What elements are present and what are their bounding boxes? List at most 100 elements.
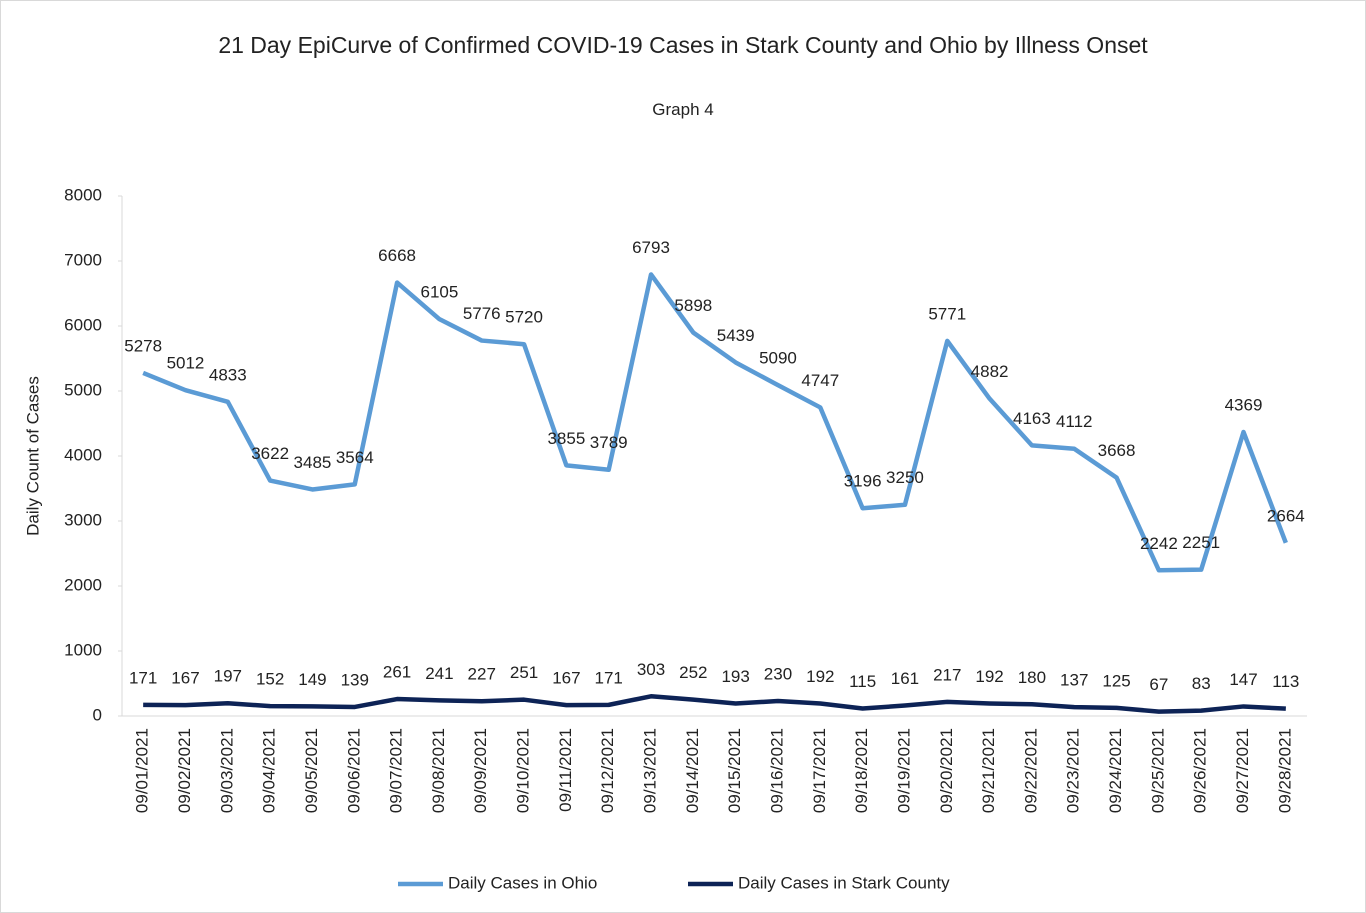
data-label: 261: [383, 663, 411, 682]
data-label: 4747: [801, 371, 839, 390]
data-label: 147: [1229, 670, 1257, 689]
data-label: 3622: [251, 444, 289, 463]
data-label: 152: [256, 670, 284, 689]
data-label: 115: [849, 672, 876, 691]
data-label: 4163: [1013, 409, 1051, 428]
data-label: 167: [552, 669, 580, 688]
y-tick-label: 5000: [64, 380, 102, 399]
x-tick-label: 09/25/2021: [1148, 728, 1167, 813]
data-label: 197: [214, 667, 242, 686]
data-label: 5776: [463, 304, 501, 323]
data-label: 2664: [1267, 506, 1305, 525]
series-line: [142, 272, 1288, 573]
data-label: 83: [1192, 674, 1211, 693]
x-tick-label: 09/18/2021: [852, 728, 871, 813]
y-tick-label: 7000: [64, 250, 102, 269]
x-tick-label: 09/03/2021: [217, 728, 236, 813]
x-tick-label: 09/07/2021: [387, 728, 406, 813]
data-label: 303: [637, 660, 665, 679]
data-label: 3789: [590, 433, 628, 452]
x-tick-label: 09/05/2021: [302, 728, 321, 813]
series-line: [143, 694, 1286, 714]
y-tick-label: 0: [93, 705, 102, 724]
data-label: 193: [721, 667, 749, 686]
data-label: 113: [1272, 672, 1299, 691]
data-label: 139: [341, 670, 369, 689]
data-label: 5771: [928, 304, 966, 323]
data-label: 125: [1102, 671, 1130, 690]
data-label: 192: [975, 667, 1003, 686]
x-tick-label: 09/14/2021: [683, 728, 702, 813]
data-label: 252: [679, 663, 707, 682]
data-label: 3485: [294, 453, 332, 472]
data-label: 241: [425, 664, 453, 683]
y-tick-label: 6000: [64, 315, 102, 334]
data-label: 149: [298, 670, 326, 689]
data-label: 2251: [1182, 533, 1220, 552]
data-label: 180: [1018, 668, 1046, 687]
data-label: 5898: [674, 296, 712, 315]
x-tick-label: 09/04/2021: [260, 728, 279, 813]
x-tick-label: 09/21/2021: [979, 728, 998, 813]
x-tick-label: 09/23/2021: [1064, 728, 1083, 813]
data-label: 192: [806, 667, 834, 686]
x-tick-label: 09/26/2021: [1191, 728, 1210, 813]
legend-label: Daily Cases in Stark County: [738, 873, 950, 892]
data-label: 4882: [971, 362, 1009, 381]
data-label: 5012: [167, 354, 205, 373]
data-label: 137: [1060, 671, 1088, 690]
data-label: 227: [468, 665, 496, 684]
data-label: 67: [1149, 675, 1168, 694]
data-label: 3564: [336, 448, 374, 467]
data-label: 3855: [547, 429, 585, 448]
data-label: 5720: [505, 308, 543, 327]
x-tick-label: 09/02/2021: [175, 728, 194, 813]
data-label: 251: [510, 663, 538, 682]
data-label: 167: [171, 669, 199, 688]
data-label: 6105: [420, 283, 458, 302]
data-label: 3250: [886, 468, 924, 487]
data-label: 2242: [1140, 534, 1178, 553]
x-tick-label: 09/11/2021: [556, 728, 575, 812]
data-label: 3196: [844, 472, 882, 491]
x-tick-label: 09/12/2021: [598, 728, 617, 813]
data-label: 171: [129, 668, 157, 687]
x-tick-label: 09/22/2021: [1021, 728, 1040, 813]
data-label: 4112: [1056, 412, 1093, 431]
x-tick-label: 09/10/2021: [514, 728, 533, 813]
data-label: 6668: [378, 246, 416, 265]
x-tick-label: 09/28/2021: [1275, 728, 1294, 813]
data-label: 5439: [717, 326, 755, 345]
y-tick-label: 1000: [64, 640, 102, 659]
x-tick-label: 09/19/2021: [894, 728, 913, 813]
chart-subtitle: Graph 4: [652, 100, 714, 119]
x-tick-label: 09/09/2021: [471, 728, 490, 813]
y-tick-label: 2000: [64, 575, 102, 594]
data-label: 6793: [632, 238, 670, 257]
data-label: 5278: [124, 336, 162, 355]
y-tick-label: 8000: [64, 185, 102, 204]
x-tick-label: 09/27/2021: [1233, 728, 1252, 813]
data-label: 230: [764, 665, 792, 684]
data-label: 5090: [759, 349, 797, 368]
legend-label: Daily Cases in Ohio: [448, 873, 597, 892]
x-tick-label: 09/15/2021: [725, 728, 744, 813]
data-label: 3668: [1098, 441, 1136, 460]
x-tick-label: 09/24/2021: [1106, 728, 1125, 813]
data-label: 4369: [1225, 395, 1263, 414]
data-label: 161: [891, 669, 919, 688]
x-tick-label: 09/08/2021: [429, 728, 448, 813]
data-label: 171: [595, 668, 623, 687]
x-tick-label: 09/01/2021: [133, 728, 152, 813]
y-tick-label: 3000: [64, 510, 102, 529]
x-tick-label: 09/20/2021: [937, 728, 956, 813]
x-tick-label: 09/13/2021: [641, 728, 660, 813]
y-axis-label: Daily Count of Cases: [23, 376, 42, 536]
x-tick-label: 09/16/2021: [767, 728, 786, 813]
x-tick-label: 09/06/2021: [344, 728, 363, 813]
data-label: 4833: [209, 365, 247, 384]
x-tick-label: 09/17/2021: [810, 728, 829, 813]
